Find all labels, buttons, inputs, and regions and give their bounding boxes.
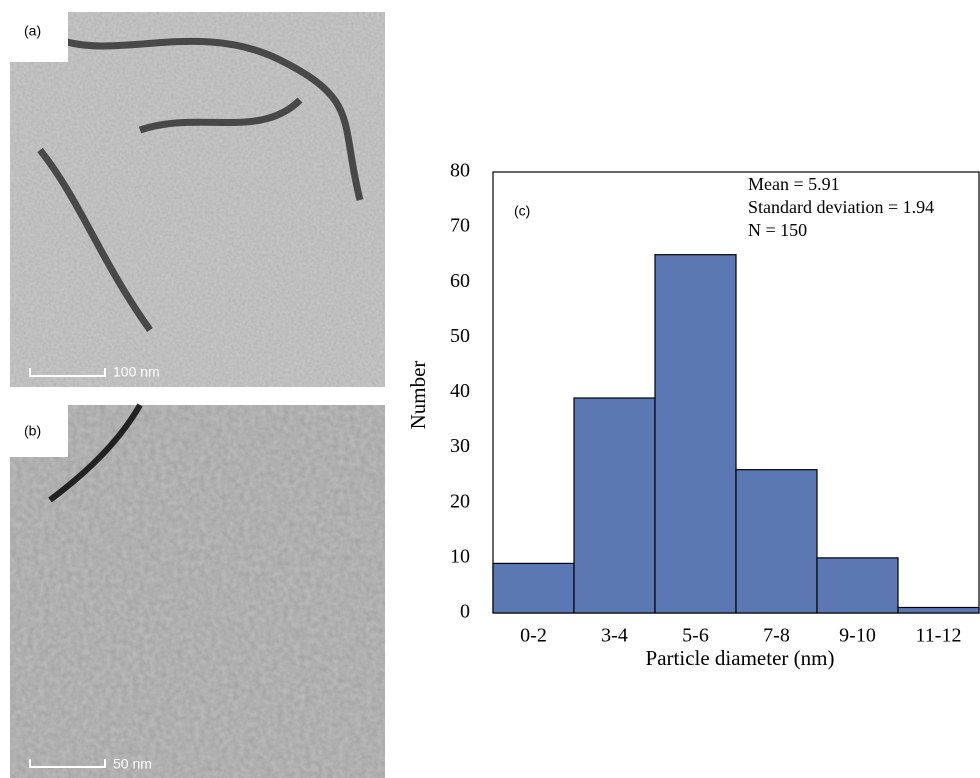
y-tick-label: 0	[460, 601, 470, 623]
y-tick-label: 30	[450, 435, 470, 457]
y-tick-label: 80	[450, 160, 470, 182]
bar	[493, 563, 574, 613]
micrograph-texture	[10, 405, 385, 778]
annotation: Standard deviation = 1.94	[748, 197, 934, 217]
y-tick-label: 40	[450, 380, 470, 402]
x-tick-label: 7-8	[763, 625, 790, 647]
y-axis-label: Number	[406, 361, 430, 430]
x-tick-label: 9-10	[839, 625, 876, 647]
micrograph-texture	[10, 12, 385, 387]
bar	[898, 607, 979, 613]
scale-bar-label: 100 nm	[113, 364, 160, 380]
y-tick-label: 60	[450, 270, 470, 292]
bar	[655, 255, 736, 613]
x-tick-label: 11-12	[916, 625, 962, 647]
scale-bar-label: 50 nm	[113, 756, 152, 772]
bar	[817, 558, 898, 613]
y-tick-label: 10	[450, 545, 470, 567]
x-tick-label: 0-2	[520, 625, 547, 647]
y-tick-label: 50	[450, 325, 470, 347]
annotation: Mean = 5.91	[748, 174, 840, 194]
y-tick-label: 20	[450, 490, 470, 512]
x-tick-label: 5-6	[682, 625, 709, 647]
panel-label: (c)	[514, 203, 530, 219]
x-tick-label: 3-4	[601, 625, 628, 647]
panel-label: (a)	[24, 23, 41, 39]
bar	[736, 470, 817, 613]
panel-label: (b)	[24, 423, 41, 439]
bar	[574, 398, 655, 613]
figure: (a) 100 nm (b) 50 nm (c) Particle diamet…	[0, 0, 980, 778]
y-tick-label: 70	[450, 215, 470, 237]
annotation: N = 150	[748, 220, 807, 240]
x-axis-label: Particle diameter (nm)	[646, 646, 835, 670]
